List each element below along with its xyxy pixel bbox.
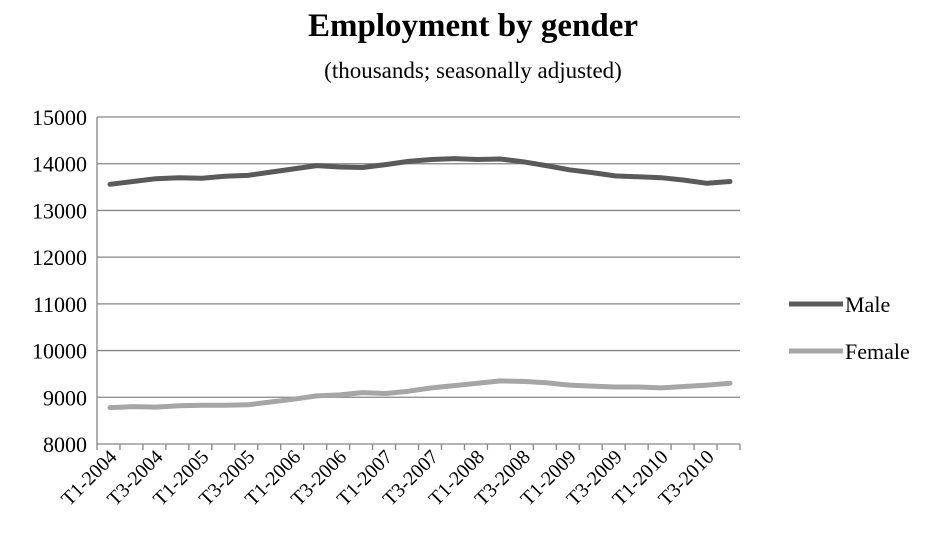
series-line-female — [107, 378, 733, 411]
y-tick-label: 8000 — [43, 432, 87, 457]
y-tick-label: 11000 — [33, 292, 87, 317]
y-axis-ticks: 8000 9000 10000 11000 12000 13000 14000 15000 — [32, 105, 87, 457]
y-tick-label: 13000 — [32, 198, 87, 223]
y-tick-label: 15000 — [32, 105, 87, 130]
gridlines — [96, 116, 741, 450]
chart-subtitle: (thousands; seasonally adjusted) — [324, 58, 622, 83]
series-lines — [107, 156, 733, 411]
y-tick-label: 9000 — [43, 385, 87, 410]
legend: Male Female — [789, 292, 910, 364]
legend-label-female: Female — [845, 339, 910, 364]
x-axis-ticks: T1-2004T3-2004T1-2005T3-2005T1-2006T3-20… — [57, 446, 718, 510]
y-tick-label: 14000 — [32, 152, 87, 177]
series-line-male — [107, 156, 733, 187]
y-tick-label: 10000 — [32, 339, 87, 364]
y-tick-label: 12000 — [32, 245, 87, 270]
chart-title: Employment by gender — [308, 8, 638, 44]
legend-label-male: Male — [845, 292, 890, 317]
